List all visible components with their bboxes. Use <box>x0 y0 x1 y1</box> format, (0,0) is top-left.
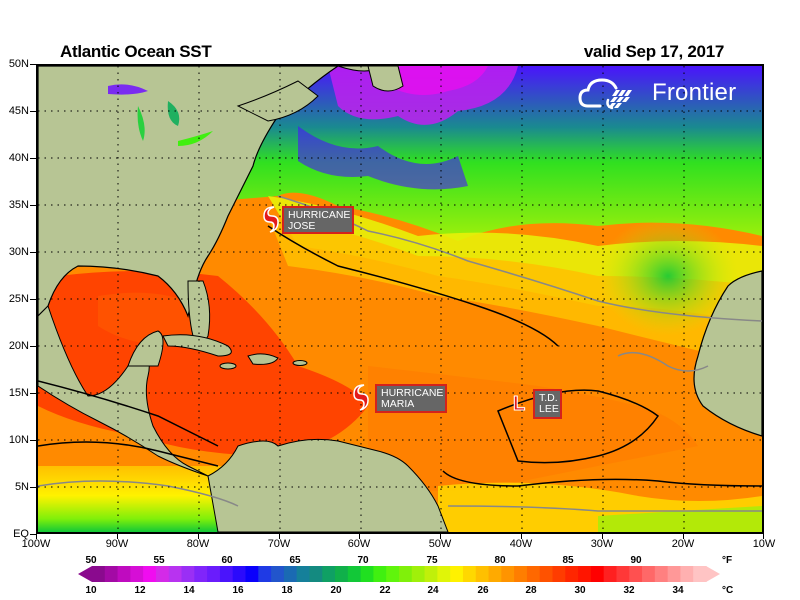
c-label: 10 <box>85 585 97 596</box>
tick <box>359 534 360 539</box>
lat-label: 15N <box>8 387 29 399</box>
lon-label: 30W <box>590 538 614 550</box>
tick <box>30 299 36 300</box>
c-label: 22 <box>379 585 391 596</box>
c-label: 16 <box>232 585 244 596</box>
lat-label: 40N <box>8 152 29 164</box>
lon-label: 70W <box>267 538 291 550</box>
tick <box>30 64 36 65</box>
lat-label: 20N <box>8 340 29 352</box>
tick <box>279 534 280 539</box>
lat-label: 10N <box>8 434 29 446</box>
storm-type: HURRICANE <box>288 209 351 221</box>
f-label: 55 <box>153 555 165 566</box>
f-label: 75 <box>426 555 438 566</box>
lat-label: 35N <box>8 199 29 211</box>
lat-label: EQ <box>13 528 29 540</box>
c-label: 14 <box>183 585 195 596</box>
hurricane-icon <box>263 206 279 233</box>
fahrenheit-unit: °F <box>722 555 733 566</box>
f-label: 70 <box>357 555 369 566</box>
f-label: 65 <box>289 555 301 566</box>
storm-name: LEE <box>539 403 559 415</box>
colorbar <box>78 566 720 582</box>
f-label: 85 <box>562 555 574 566</box>
tick <box>30 158 36 159</box>
lon-label: 20W <box>671 538 695 550</box>
lat-label: 50N <box>8 58 29 70</box>
colorbar-gradient <box>78 566 720 582</box>
tick <box>30 534 36 535</box>
tick <box>30 346 36 347</box>
storm-name: JOSE <box>288 220 316 232</box>
tick <box>30 487 36 488</box>
lon-label: 90W <box>105 538 129 550</box>
c-label: 32 <box>623 585 635 596</box>
tick <box>440 534 441 539</box>
tick <box>198 534 199 539</box>
tick <box>763 534 764 539</box>
c-label: 24 <box>427 585 439 596</box>
c-label: 34 <box>672 585 684 596</box>
c-label: 20 <box>330 585 342 596</box>
c-label: 26 <box>477 585 489 596</box>
storm-type: HURRICANE <box>381 387 444 399</box>
storm-label-lee: T.D. LEE <box>533 389 562 419</box>
low-pressure-icon: L <box>513 393 526 415</box>
sst-map <box>36 64 764 534</box>
tick <box>602 534 603 539</box>
valid-date: valid Sep 17, 2017 <box>583 42 724 61</box>
lat-label: 30N <box>8 246 29 258</box>
logo-text: Frontier <box>652 79 737 106</box>
c-label: 12 <box>134 585 146 596</box>
c-label: 28 <box>525 585 537 596</box>
lon-label: 50W <box>428 538 452 550</box>
f-label: 60 <box>221 555 233 566</box>
c-label: 18 <box>281 585 293 596</box>
lat-label: 5N <box>14 481 29 493</box>
storm-name: MARIA <box>381 398 415 410</box>
tick <box>36 534 37 539</box>
tick <box>117 534 118 539</box>
storm-label-maria: HURRICANE MARIA <box>375 384 447 413</box>
tick <box>30 205 36 206</box>
tick <box>30 440 36 441</box>
storm-type: T.D. <box>539 392 558 404</box>
c-label: 30 <box>574 585 586 596</box>
tick <box>30 111 36 112</box>
lon-label: 40W <box>509 538 533 550</box>
lon-label: 10W <box>752 538 776 550</box>
tick <box>30 393 36 394</box>
tick <box>30 252 36 253</box>
storm-label-jose: HURRICANE JOSE <box>282 206 354 234</box>
cloud-solar-icon <box>578 78 632 110</box>
lon-label: 60W <box>347 538 371 550</box>
lat-label: 25N <box>8 293 29 305</box>
celsius-unit: °C <box>722 585 734 596</box>
tick <box>521 534 522 539</box>
frontier-logo: Frontier <box>578 76 736 110</box>
lat-label: 45N <box>8 105 29 117</box>
lon-label: 100W <box>21 538 51 550</box>
sst-map-graphic <box>38 66 762 532</box>
f-label: 80 <box>494 555 506 566</box>
lon-label: 80W <box>186 538 210 550</box>
page-title: Atlantic Ocean SST <box>60 42 212 61</box>
f-label: 90 <box>630 555 642 566</box>
f-label: 50 <box>85 555 97 566</box>
tick <box>683 534 684 539</box>
hurricane-icon <box>353 384 369 411</box>
